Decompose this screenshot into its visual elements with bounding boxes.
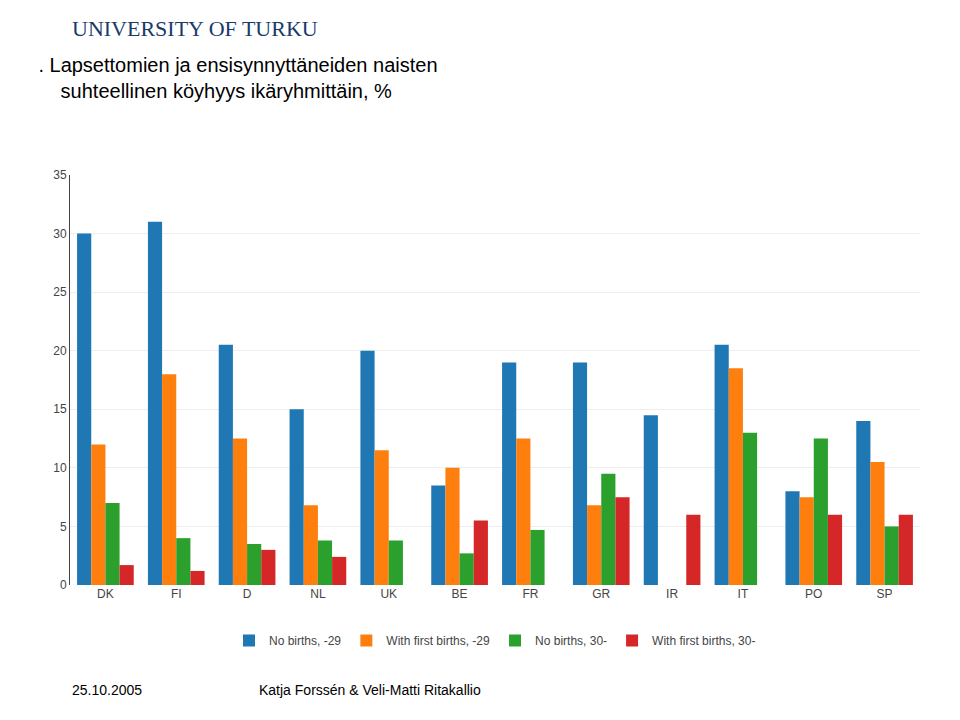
- svg-text:35: 35: [53, 168, 67, 182]
- svg-text:20: 20: [53, 344, 67, 358]
- svg-text:10: 10: [53, 461, 67, 475]
- svg-text:With first births, 30-: With first births, 30-: [652, 634, 755, 648]
- svg-text:25: 25: [53, 285, 67, 299]
- svg-text:IT: IT: [738, 587, 749, 601]
- svg-text:UK: UK: [380, 587, 397, 601]
- svg-text:5: 5: [60, 520, 67, 534]
- svg-text:30: 30: [53, 227, 67, 241]
- svg-text:0: 0: [60, 578, 67, 592]
- svg-text:DK: DK: [97, 587, 114, 601]
- svg-text:IR: IR: [666, 587, 678, 601]
- svg-text:NL: NL: [310, 587, 326, 601]
- svg-text:25.10.2005: 25.10.2005: [72, 682, 142, 698]
- svg-text:FI: FI: [171, 587, 182, 601]
- svg-text:Katja Forssén & Veli-Matti Rit: Katja Forssén & Veli-Matti Ritakallio: [259, 682, 481, 698]
- svg-text:With first births, -29: With first births, -29: [386, 634, 490, 648]
- svg-text:PO: PO: [805, 587, 822, 601]
- svg-text:No births, 30-: No births, 30-: [535, 634, 607, 648]
- svg-text:UNIVERSITY OF TURKU: UNIVERSITY OF TURKU: [72, 16, 318, 41]
- svg-text:15: 15: [53, 402, 67, 416]
- svg-text:BE: BE: [452, 587, 468, 601]
- svg-text:. Lapsettomien ja ensisynnyttä: . Lapsettomien ja ensisynnyttäneiden nai…: [38, 54, 437, 102]
- svg-text:SP: SP: [877, 587, 893, 601]
- svg-text:FR: FR: [522, 587, 538, 601]
- svg-text:GR: GR: [592, 587, 610, 601]
- svg-text:D: D: [243, 587, 252, 601]
- svg-text:No births, -29: No births, -29: [269, 634, 341, 648]
